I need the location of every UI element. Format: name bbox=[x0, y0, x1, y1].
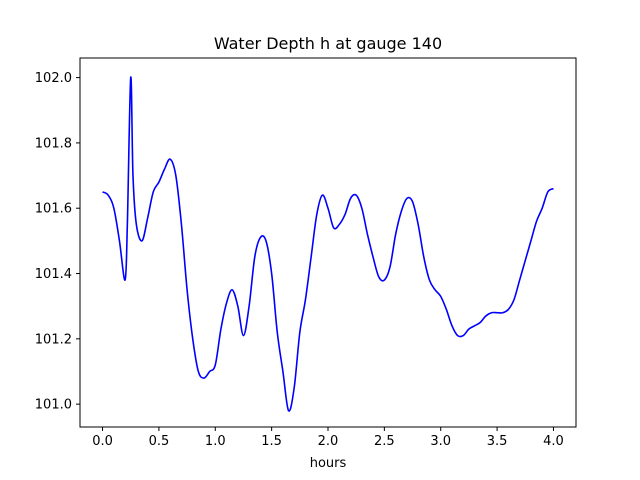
x-axis-label: hours bbox=[310, 456, 347, 471]
y-tick-label: 101.0 bbox=[35, 398, 72, 413]
chart-title: Water Depth h at gauge 140 bbox=[214, 34, 442, 53]
x-tick-label: 0.5 bbox=[149, 434, 170, 449]
x-tick-label: 4.0 bbox=[543, 434, 564, 449]
y-axis: 101.0 101.2 101.4 101.6 101.8 102.0 bbox=[35, 71, 80, 413]
plot-layer bbox=[102, 76, 554, 412]
y-tick-label: 102.0 bbox=[35, 71, 72, 86]
y-tick-label: 101.6 bbox=[35, 202, 72, 217]
x-axis: 0.0 0.5 1.0 1.5 2.0 2.5 3.0 3.5 4.0 bbox=[92, 427, 564, 449]
y-tick-label: 101.8 bbox=[35, 136, 72, 151]
x-tick-label: 3.5 bbox=[487, 434, 508, 449]
x-tick-label: 1.0 bbox=[205, 434, 226, 449]
x-tick-label: 2.0 bbox=[318, 434, 339, 449]
y-tick-label: 101.2 bbox=[35, 332, 72, 347]
y-tick-label: 101.4 bbox=[35, 267, 72, 282]
x-tick-label: 3.0 bbox=[430, 434, 451, 449]
x-tick-label: 0.0 bbox=[92, 434, 113, 449]
x-tick-label: 2.5 bbox=[374, 434, 395, 449]
x-tick-label: 1.5 bbox=[261, 434, 282, 449]
plot-frame bbox=[79, 57, 577, 428]
series-line-0 bbox=[102, 76, 554, 412]
